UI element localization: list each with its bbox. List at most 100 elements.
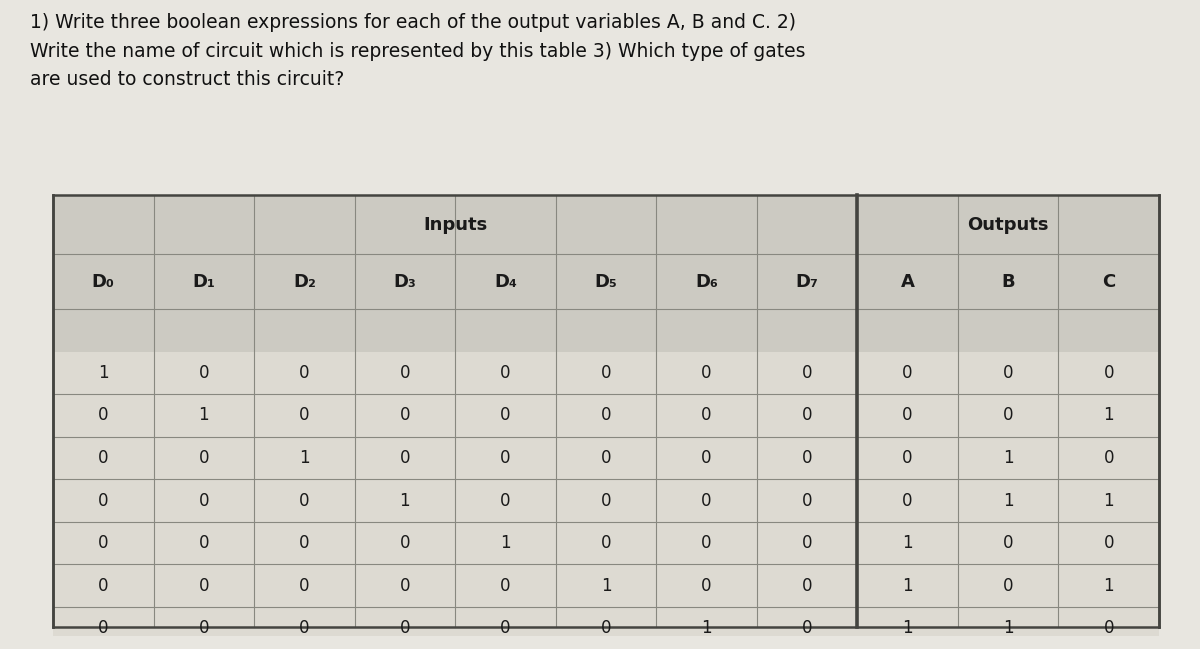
- Text: 0: 0: [299, 406, 310, 424]
- Text: 0: 0: [500, 577, 511, 594]
- Text: 0: 0: [802, 364, 812, 382]
- Bar: [53, 394, 154, 437]
- Text: 0: 0: [198, 534, 209, 552]
- Bar: [254, 437, 355, 479]
- Text: 0: 0: [500, 619, 511, 637]
- Bar: [757, 352, 857, 394]
- Bar: [355, 394, 455, 437]
- Bar: [455, 352, 556, 394]
- Bar: [1058, 479, 1159, 522]
- Text: 1: 1: [1003, 491, 1014, 509]
- Text: 0: 0: [198, 619, 209, 637]
- Bar: [958, 479, 1058, 522]
- Bar: [656, 479, 757, 522]
- Text: 0: 0: [1104, 619, 1114, 637]
- Text: D₆: D₆: [695, 273, 718, 291]
- Text: 0: 0: [299, 364, 310, 382]
- Text: 1: 1: [299, 449, 310, 467]
- Bar: [1058, 565, 1159, 607]
- Text: 0: 0: [98, 619, 108, 637]
- Text: 0: 0: [802, 406, 812, 424]
- Text: 1: 1: [902, 577, 913, 594]
- Bar: [455, 479, 556, 522]
- Text: 0: 0: [299, 534, 310, 552]
- Bar: [1058, 352, 1159, 394]
- Bar: [455, 565, 556, 607]
- Text: 0: 0: [601, 364, 611, 382]
- Text: 0: 0: [802, 577, 812, 594]
- Text: 0: 0: [902, 406, 913, 424]
- Bar: [656, 565, 757, 607]
- Text: 1: 1: [198, 406, 209, 424]
- Text: 0: 0: [98, 449, 108, 467]
- Text: 1: 1: [500, 534, 511, 552]
- Text: 1: 1: [98, 364, 109, 382]
- Bar: [556, 394, 656, 437]
- Bar: [757, 479, 857, 522]
- Text: 0: 0: [601, 534, 611, 552]
- Bar: [757, 607, 857, 649]
- Text: 1: 1: [400, 491, 410, 509]
- Text: 0: 0: [701, 491, 712, 509]
- Text: 0: 0: [701, 534, 712, 552]
- Bar: [53, 607, 154, 649]
- Text: 0: 0: [400, 577, 410, 594]
- Bar: [355, 352, 455, 394]
- Bar: [656, 437, 757, 479]
- Bar: [656, 522, 757, 565]
- Text: 0: 0: [299, 619, 310, 637]
- Bar: [556, 607, 656, 649]
- Text: 0: 0: [701, 577, 712, 594]
- Text: 0: 0: [299, 577, 310, 594]
- Text: 0: 0: [98, 577, 108, 594]
- Bar: [254, 565, 355, 607]
- Text: 0: 0: [802, 491, 812, 509]
- Text: D₀: D₀: [92, 273, 115, 291]
- Bar: [958, 522, 1058, 565]
- Text: 0: 0: [601, 619, 611, 637]
- Bar: [53, 437, 154, 479]
- Text: 0: 0: [98, 406, 108, 424]
- Bar: [857, 394, 958, 437]
- Bar: [53, 522, 154, 565]
- Bar: [656, 394, 757, 437]
- Text: D₄: D₄: [494, 273, 517, 291]
- Bar: [154, 522, 254, 565]
- Bar: [958, 352, 1058, 394]
- Bar: [53, 565, 154, 607]
- Text: Inputs: Inputs: [424, 216, 487, 234]
- Text: 0: 0: [601, 406, 611, 424]
- Bar: [1058, 394, 1159, 437]
- Text: 1: 1: [1103, 406, 1114, 424]
- Bar: [154, 437, 254, 479]
- Text: 0: 0: [198, 577, 209, 594]
- Bar: [857, 565, 958, 607]
- Text: Outputs: Outputs: [967, 216, 1049, 234]
- Bar: [53, 352, 154, 394]
- Text: 0: 0: [400, 364, 410, 382]
- Text: 1: 1: [1003, 449, 1014, 467]
- Bar: [1058, 522, 1159, 565]
- Text: 0: 0: [802, 534, 812, 552]
- Text: 0: 0: [500, 364, 511, 382]
- Text: D₂: D₂: [293, 273, 316, 291]
- Text: 0: 0: [1003, 364, 1014, 382]
- Bar: [455, 522, 556, 565]
- Bar: [556, 565, 656, 607]
- Text: 0: 0: [701, 449, 712, 467]
- Text: 0: 0: [299, 491, 310, 509]
- Text: D₇: D₇: [796, 273, 818, 291]
- Text: 0: 0: [802, 619, 812, 637]
- Bar: [656, 607, 757, 649]
- Bar: [254, 522, 355, 565]
- Text: 0: 0: [198, 364, 209, 382]
- Bar: [1058, 437, 1159, 479]
- Bar: [455, 394, 556, 437]
- Bar: [958, 394, 1058, 437]
- Text: D₁: D₁: [192, 273, 215, 291]
- Bar: [958, 565, 1058, 607]
- Bar: [857, 437, 958, 479]
- Bar: [154, 565, 254, 607]
- Bar: [154, 394, 254, 437]
- Bar: [757, 437, 857, 479]
